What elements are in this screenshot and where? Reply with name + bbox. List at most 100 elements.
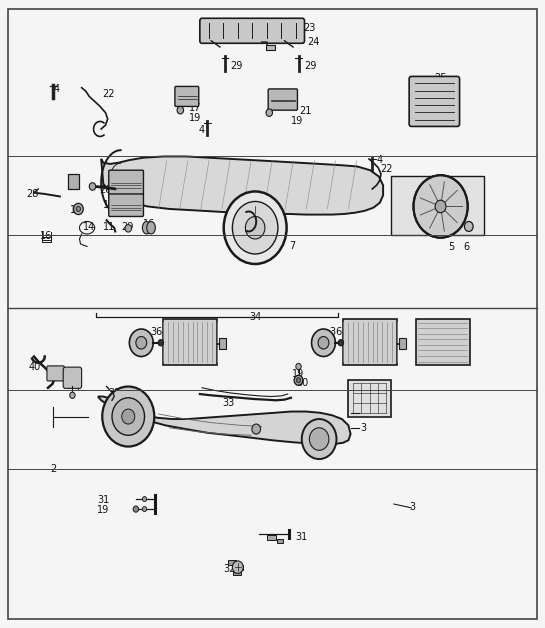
- Bar: [343, 319, 397, 365]
- Text: 4: 4: [377, 154, 383, 165]
- Text: 29: 29: [230, 61, 243, 71]
- Circle shape: [318, 337, 329, 349]
- Text: 7: 7: [289, 241, 295, 251]
- Circle shape: [133, 506, 138, 512]
- Text: 33: 33: [222, 398, 234, 408]
- Circle shape: [102, 386, 154, 447]
- Text: 6: 6: [464, 242, 470, 252]
- Text: 35: 35: [440, 327, 452, 337]
- Text: 37 A: 37 A: [352, 327, 373, 337]
- Text: 19: 19: [292, 116, 304, 126]
- Text: 36: 36: [150, 327, 162, 337]
- Circle shape: [76, 207, 81, 212]
- Text: 29: 29: [304, 61, 317, 71]
- FancyBboxPatch shape: [200, 18, 305, 43]
- Text: 4: 4: [199, 125, 205, 135]
- Circle shape: [223, 192, 287, 264]
- Text: 2: 2: [50, 464, 57, 474]
- Circle shape: [294, 376, 303, 385]
- Text: 38: 38: [184, 327, 196, 337]
- Bar: [399, 338, 406, 349]
- Bar: [267, 535, 276, 540]
- FancyBboxPatch shape: [391, 176, 484, 236]
- FancyBboxPatch shape: [63, 367, 82, 388]
- Polygon shape: [98, 396, 350, 444]
- Text: 16: 16: [143, 219, 155, 229]
- Circle shape: [464, 222, 473, 232]
- Circle shape: [122, 409, 135, 424]
- Circle shape: [252, 424, 261, 434]
- Circle shape: [70, 392, 75, 398]
- Text: 31: 31: [295, 531, 308, 541]
- Text: 8: 8: [236, 241, 242, 251]
- FancyBboxPatch shape: [409, 77, 459, 126]
- Circle shape: [89, 183, 96, 190]
- Bar: [219, 338, 226, 349]
- Text: 5: 5: [449, 242, 455, 252]
- Text: 34: 34: [249, 311, 261, 322]
- Text: 3: 3: [361, 423, 367, 433]
- FancyBboxPatch shape: [47, 366, 64, 381]
- Circle shape: [136, 337, 147, 349]
- Circle shape: [435, 200, 446, 213]
- Circle shape: [177, 106, 184, 114]
- Circle shape: [296, 364, 301, 370]
- Circle shape: [232, 202, 278, 254]
- Text: 37: 37: [168, 327, 180, 337]
- Circle shape: [158, 340, 164, 346]
- Text: 39: 39: [108, 387, 120, 398]
- Bar: [228, 560, 235, 565]
- Text: 3: 3: [128, 399, 134, 409]
- Circle shape: [129, 329, 153, 357]
- Text: 31: 31: [97, 495, 110, 506]
- Text: 26: 26: [372, 387, 384, 398]
- Text: 19: 19: [293, 369, 305, 379]
- Circle shape: [266, 109, 272, 116]
- Text: 18: 18: [67, 182, 79, 192]
- Circle shape: [312, 329, 335, 357]
- Circle shape: [112, 398, 144, 435]
- FancyBboxPatch shape: [348, 380, 391, 416]
- Text: 30: 30: [296, 378, 309, 387]
- Circle shape: [338, 340, 343, 346]
- Text: 24: 24: [307, 37, 319, 47]
- Polygon shape: [101, 156, 383, 215]
- Text: 4: 4: [53, 84, 60, 94]
- Text: 20: 20: [99, 185, 112, 195]
- Polygon shape: [142, 222, 151, 234]
- Circle shape: [142, 507, 147, 512]
- Bar: [277, 539, 283, 543]
- Text: 25: 25: [434, 73, 447, 83]
- FancyBboxPatch shape: [175, 87, 199, 106]
- Text: 19: 19: [189, 112, 202, 122]
- FancyBboxPatch shape: [109, 170, 143, 195]
- Polygon shape: [147, 222, 155, 234]
- Circle shape: [74, 203, 83, 215]
- Circle shape: [302, 419, 336, 459]
- Text: 27: 27: [238, 231, 251, 241]
- Text: 16: 16: [40, 231, 52, 241]
- Circle shape: [414, 175, 468, 238]
- Bar: [68, 174, 80, 189]
- Text: 17: 17: [189, 102, 202, 112]
- Text: 9: 9: [73, 383, 79, 392]
- Circle shape: [125, 225, 131, 232]
- Text: 38 A: 38 A: [373, 327, 395, 337]
- Circle shape: [296, 378, 301, 383]
- Circle shape: [310, 428, 329, 450]
- Text: 1: 1: [252, 204, 258, 214]
- Text: 22: 22: [380, 164, 392, 174]
- FancyBboxPatch shape: [109, 194, 143, 217]
- Bar: [266, 45, 275, 50]
- Circle shape: [232, 561, 243, 573]
- Text: 10: 10: [124, 188, 137, 198]
- Text: 11: 11: [102, 222, 115, 232]
- Text: 40: 40: [29, 362, 41, 372]
- Text: 32: 32: [223, 564, 235, 574]
- Text: 29: 29: [121, 222, 134, 232]
- Circle shape: [142, 497, 147, 502]
- Bar: [233, 570, 241, 575]
- FancyBboxPatch shape: [268, 89, 298, 110]
- Text: 23: 23: [303, 23, 316, 33]
- Bar: [163, 319, 217, 365]
